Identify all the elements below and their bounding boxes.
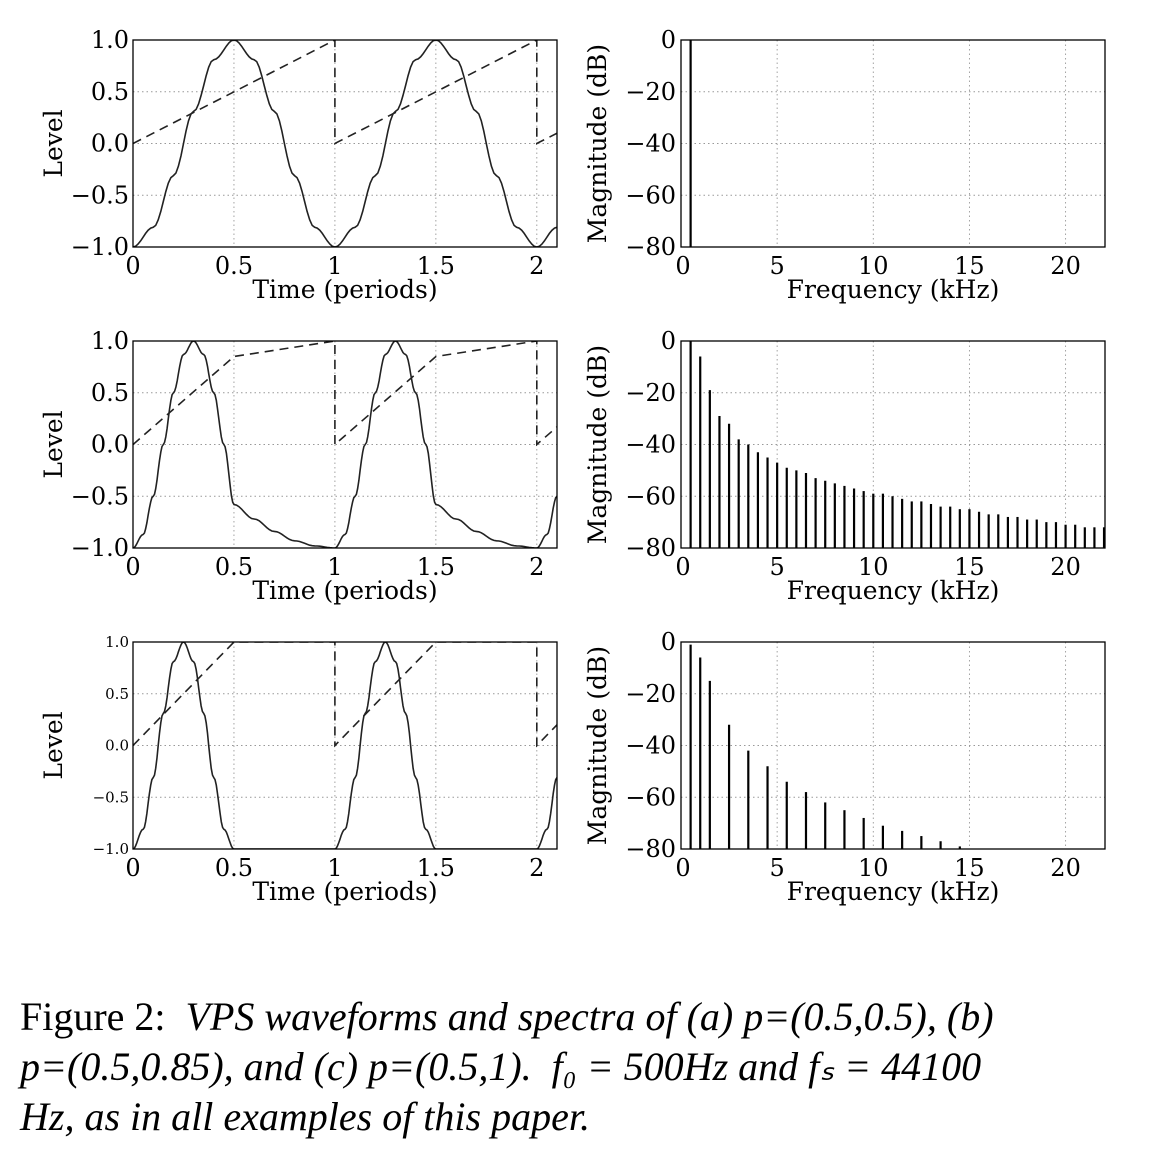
x-tick-label: 20 xyxy=(1050,553,1081,581)
x-tick-label: 15 xyxy=(954,553,985,581)
spectrum-axes-frame xyxy=(680,39,1106,248)
spectrum-panel-1: 0 5 10 15 20 0 −20 −40 −60 −80 Frequency (kHz) Magn… xyxy=(583,327,1106,605)
spectrum-axes-frame xyxy=(680,641,1106,850)
x-tick-label: 0 xyxy=(675,854,690,882)
phase-dashed-line xyxy=(133,642,557,748)
x-tick-label: 5 xyxy=(770,252,785,280)
y-tick-label: −0.5 xyxy=(93,788,129,806)
x-tick-label: 1.5 xyxy=(417,553,455,581)
y-axis-label: Level xyxy=(39,109,68,177)
x-tick-label: 15 xyxy=(954,854,985,882)
x-tick-label: 15 xyxy=(954,252,985,280)
y-tick-label: 0.0 xyxy=(105,737,129,755)
y-axis-label: Level xyxy=(39,711,68,779)
x-axis-label: Frequency (kHz) xyxy=(787,576,1000,605)
y-tick-label: 0 xyxy=(661,26,676,54)
y-tick-label: 0.5 xyxy=(105,685,129,703)
waveform-panel-1: 0 0.5 1 1.5 2 1.0 0.5 0.0 −0.5 −1.0 Time (periods)… xyxy=(39,327,558,605)
x-tick-label: 0 xyxy=(125,854,140,882)
y-tick-label: −0.5 xyxy=(71,181,129,209)
x-tick-label: 10 xyxy=(858,252,889,280)
spectrum-axes-frame xyxy=(680,340,1106,549)
x-tick-label: 0 xyxy=(125,553,140,581)
waveform-line xyxy=(133,341,557,548)
x-tick-label: 10 xyxy=(858,553,889,581)
caption-line-1: VPS waveforms and spectra of (a) p=(0.5,… xyxy=(185,994,994,1039)
x-tick-label: 0.5 xyxy=(215,252,253,280)
x-tick-label: 0 xyxy=(675,553,690,581)
y-tick-label: −20 xyxy=(625,379,676,407)
y-tick-label: −80 xyxy=(625,233,676,261)
figure-caption: Figure 2: VPS waveforms and spectra of (… xyxy=(20,992,1150,1142)
waveform-line xyxy=(133,642,557,849)
x-axis-label: Frequency (kHz) xyxy=(787,877,1000,906)
spectrum-panel-2: 0 5 10 15 20 0 −20 −40 −60 −80 Frequency (kHz) Magn… xyxy=(583,628,1106,906)
x-tick-label: 0 xyxy=(675,252,690,280)
y-tick-label: −20 xyxy=(625,680,676,708)
y-tick-label: −40 xyxy=(625,732,676,760)
y-tick-label: −80 xyxy=(625,534,676,562)
y-tick-label: −0.5 xyxy=(71,482,129,510)
y-axis-label: Level xyxy=(39,410,68,478)
x-tick-label: 5 xyxy=(770,553,785,581)
y-tick-label: 1.0 xyxy=(91,26,129,54)
x-tick-label: 0.5 xyxy=(215,553,253,581)
x-axis-label: Time (periods) xyxy=(252,877,437,906)
y-tick-label: 0.5 xyxy=(91,379,129,407)
caption-line-2b: f₀ = 500Hz and fₛ = 44100 xyxy=(551,1044,982,1089)
x-tick-label: 0 xyxy=(125,252,140,280)
figure-2: 0 0.5 1 1.5 2 1.0 0.5 0.0 −0.5 −1.0 Time (periods)… xyxy=(39,26,1106,906)
x-tick-label: 5 xyxy=(770,854,785,882)
y-tick-label: −40 xyxy=(625,431,676,459)
y-tick-label: 0 xyxy=(661,327,676,355)
y-tick-label: 1.0 xyxy=(105,633,129,651)
x-tick-label: 2 xyxy=(529,553,544,581)
waveform-axes-frame xyxy=(132,39,558,248)
y-tick-label: −1.0 xyxy=(71,233,129,261)
spectrum-panel-0: 0 5 10 15 20 0 −20 −40 −60 −80 Frequency (kHz) Magn… xyxy=(583,26,1106,304)
y-tick-label: −40 xyxy=(625,130,676,158)
y-axis-label: Magnitude (dB) xyxy=(583,646,612,845)
waveform-axes-frame xyxy=(132,641,558,850)
y-tick-label: −60 xyxy=(625,783,676,811)
x-axis-label: Time (periods) xyxy=(252,275,437,304)
caption-line-3: Hz, as in all examples of this paper. xyxy=(20,1094,590,1139)
y-tick-label: −60 xyxy=(625,482,676,510)
caption-line-2a: p=(0.5,0.85), and (c) p=(0.5,1). xyxy=(20,1044,532,1089)
y-tick-label: 0.5 xyxy=(91,78,129,106)
x-tick-label: 2 xyxy=(529,854,544,882)
x-tick-label: 20 xyxy=(1050,252,1081,280)
y-axis-label: Magnitude (dB) xyxy=(583,345,612,544)
x-tick-label: 1.5 xyxy=(417,854,455,882)
x-axis-label: Frequency (kHz) xyxy=(787,275,1000,304)
x-tick-label: 1 xyxy=(327,854,342,882)
y-tick-label: −80 xyxy=(625,835,676,863)
y-tick-label: −1.0 xyxy=(71,534,129,562)
waveform-axes-frame xyxy=(132,340,558,549)
y-tick-label: 0 xyxy=(661,628,676,656)
y-tick-label: −1.0 xyxy=(93,840,129,858)
y-tick-label: −20 xyxy=(625,78,676,106)
y-tick-label: 0.0 xyxy=(91,431,129,459)
phase-dashed-line xyxy=(133,341,557,447)
caption-prefix: Figure 2: xyxy=(20,994,166,1039)
waveform-panel-2: 0 0.5 1 1.5 2 1.0 0.5 0.0 −0.5 −1.0 Time (periods)… xyxy=(39,633,558,906)
x-tick-label: 1 xyxy=(327,553,342,581)
x-tick-label: 10 xyxy=(858,854,889,882)
x-tick-label: 20 xyxy=(1050,854,1081,882)
waveform-line xyxy=(133,40,557,247)
x-tick-label: 2 xyxy=(529,252,544,280)
y-tick-label: 1.0 xyxy=(91,327,129,355)
x-axis-label: Time (periods) xyxy=(252,576,437,605)
waveform-panel-0: 0 0.5 1 1.5 2 1.0 0.5 0.0 −0.5 −1.0 Time (periods)… xyxy=(39,26,558,304)
x-tick-label: 1.5 xyxy=(417,252,455,280)
y-tick-label: −60 xyxy=(625,181,676,209)
y-tick-label: 0.0 xyxy=(91,130,129,158)
x-tick-label: 1 xyxy=(327,252,342,280)
x-tick-label: 0.5 xyxy=(215,854,253,882)
y-axis-label: Magnitude (dB) xyxy=(583,44,612,243)
